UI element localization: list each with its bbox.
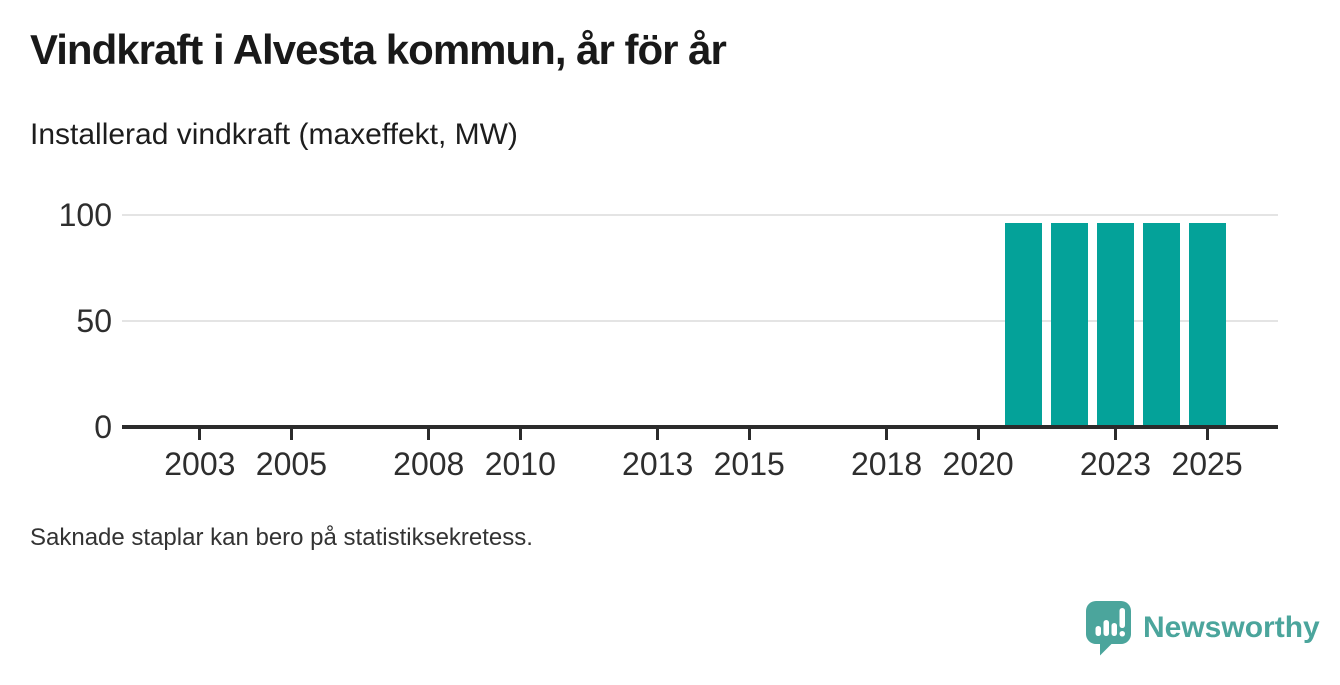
newsworthy-speech-bubble-icon bbox=[1086, 601, 1131, 656]
x-axis-tick-mark bbox=[976, 429, 980, 440]
x-axis-tick-label: 2013 bbox=[622, 446, 694, 482]
newsworthy-wordmark: Newsworthy bbox=[1143, 611, 1320, 644]
newsworthy-logo: Newsworthy bbox=[1085, 600, 1320, 656]
y-axis-tick-label: 50 bbox=[76, 303, 112, 339]
x-axis-tick-label: 2010 bbox=[484, 446, 556, 482]
x-axis-tick-mark bbox=[1205, 429, 1209, 440]
gridline-y-50 bbox=[122, 320, 1278, 322]
x-axis-tick-mark bbox=[427, 429, 431, 440]
x-axis-tick-mark bbox=[656, 429, 660, 440]
footnote: Saknade staplar kan bero på statistiksek… bbox=[30, 524, 533, 551]
x-axis-tick-label: 2008 bbox=[393, 446, 465, 482]
x-axis-line bbox=[122, 425, 1278, 429]
x-axis-tick-mark bbox=[885, 429, 889, 440]
bar-2021 bbox=[1005, 223, 1043, 426]
x-axis-tick-mark bbox=[518, 429, 522, 440]
x-axis-tick-label: 2005 bbox=[255, 446, 327, 482]
x-axis-tick-mark bbox=[747, 429, 751, 440]
y-axis-tick-label: 100 bbox=[58, 197, 112, 233]
gridline-y-100 bbox=[122, 214, 1278, 216]
bar-2022 bbox=[1051, 223, 1089, 426]
y-axis-tick-label: 0 bbox=[94, 409, 112, 445]
bar-chart: 0 50 100 2003 2005 2008 2010 2013 2015 2018 2020 20… bbox=[58, 197, 1278, 482]
x-axis-tick-label: 2003 bbox=[164, 446, 236, 482]
x-axis-tick-mark bbox=[289, 429, 293, 440]
x-axis-tick-label: 2025 bbox=[1171, 446, 1243, 482]
chart-subtitle: Installerad vindkraft (maxeffekt, MW) bbox=[30, 118, 518, 151]
x-axis-tick-label: 2023 bbox=[1079, 446, 1152, 482]
x-axis-tick-label: 2015 bbox=[713, 446, 785, 482]
bar-2025 bbox=[1188, 223, 1226, 426]
x-axis-tick-label: 2020 bbox=[942, 446, 1014, 482]
bar-2024 bbox=[1142, 223, 1180, 426]
bar-2023 bbox=[1096, 223, 1134, 426]
x-axis-tick-mark bbox=[198, 429, 202, 440]
page-title: Vindkraft i Alvesta kommun, år för år bbox=[30, 26, 727, 73]
x-axis-tick-mark bbox=[1113, 429, 1117, 440]
x-axis-tick-label: 2018 bbox=[850, 446, 923, 482]
